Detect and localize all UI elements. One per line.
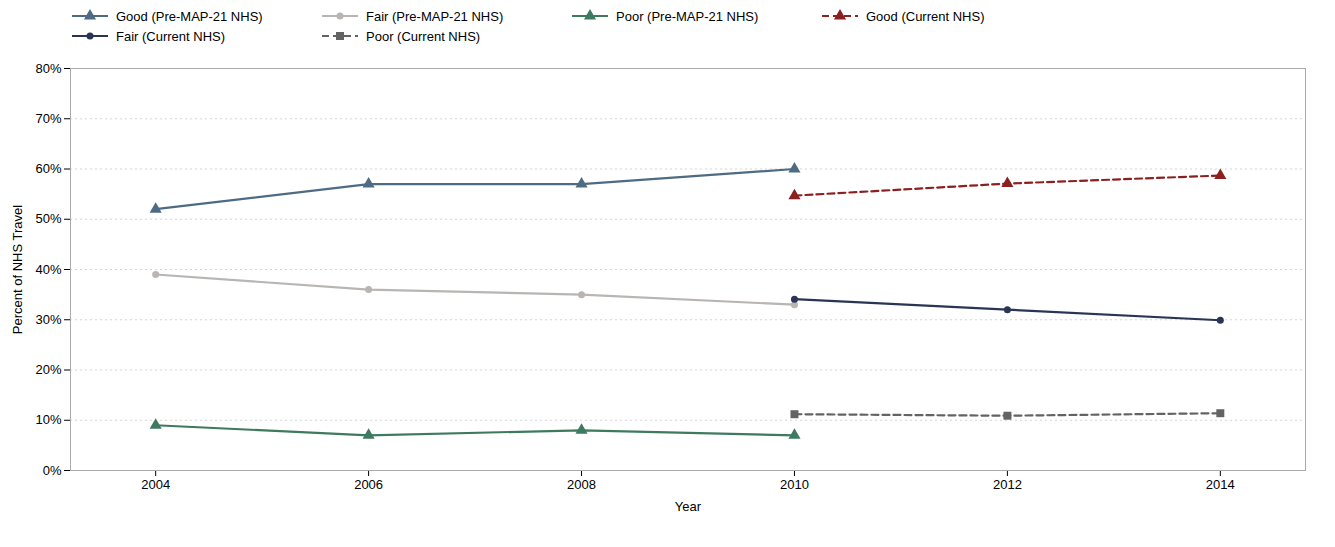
html-text:Poor (Current NHS): Poor (Current NHS) bbox=[366, 28, 481, 44]
svg-text:Percent of NHS Travel: Percent of NHS Travel bbox=[10, 205, 25, 334]
svg-text:20%: 20% bbox=[35, 362, 61, 377]
svg-text:2008: 2008 bbox=[567, 477, 596, 492]
svg-text:80%: 80% bbox=[35, 61, 61, 76]
svg-text:2014: 2014 bbox=[1206, 477, 1235, 492]
svg-text:10%: 10% bbox=[35, 412, 61, 427]
html-text:Good (Current NHS): Good (Current NHS) bbox=[866, 8, 985, 24]
svg-text:0%: 0% bbox=[43, 463, 62, 478]
svg-text:2010: 2010 bbox=[780, 477, 809, 492]
html-text:Fair (Current NHS): Fair (Current NHS) bbox=[116, 28, 226, 44]
svg-text:50%: 50% bbox=[35, 211, 61, 226]
html-text:Poor (Pre-MAP-21 NHS): Poor (Pre-MAP-21 NHS) bbox=[616, 8, 759, 24]
html-text:Fair (Pre-MAP-21 NHS): Fair (Pre-MAP-21 NHS) bbox=[366, 8, 504, 24]
svg-text:Year: Year bbox=[675, 499, 702, 514]
html-text:Good (Pre-MAP-21 NHS): Good (Pre-MAP-21 NHS) bbox=[116, 8, 263, 24]
svg-text:30%: 30% bbox=[35, 312, 61, 327]
svg-text:60%: 60% bbox=[35, 161, 61, 176]
svg-text:40%: 40% bbox=[35, 262, 61, 277]
svg-text:70%: 70% bbox=[35, 111, 61, 126]
svg-text:2006: 2006 bbox=[354, 477, 383, 492]
svg-text:2012: 2012 bbox=[993, 477, 1022, 492]
svg-text:2004: 2004 bbox=[141, 477, 170, 492]
